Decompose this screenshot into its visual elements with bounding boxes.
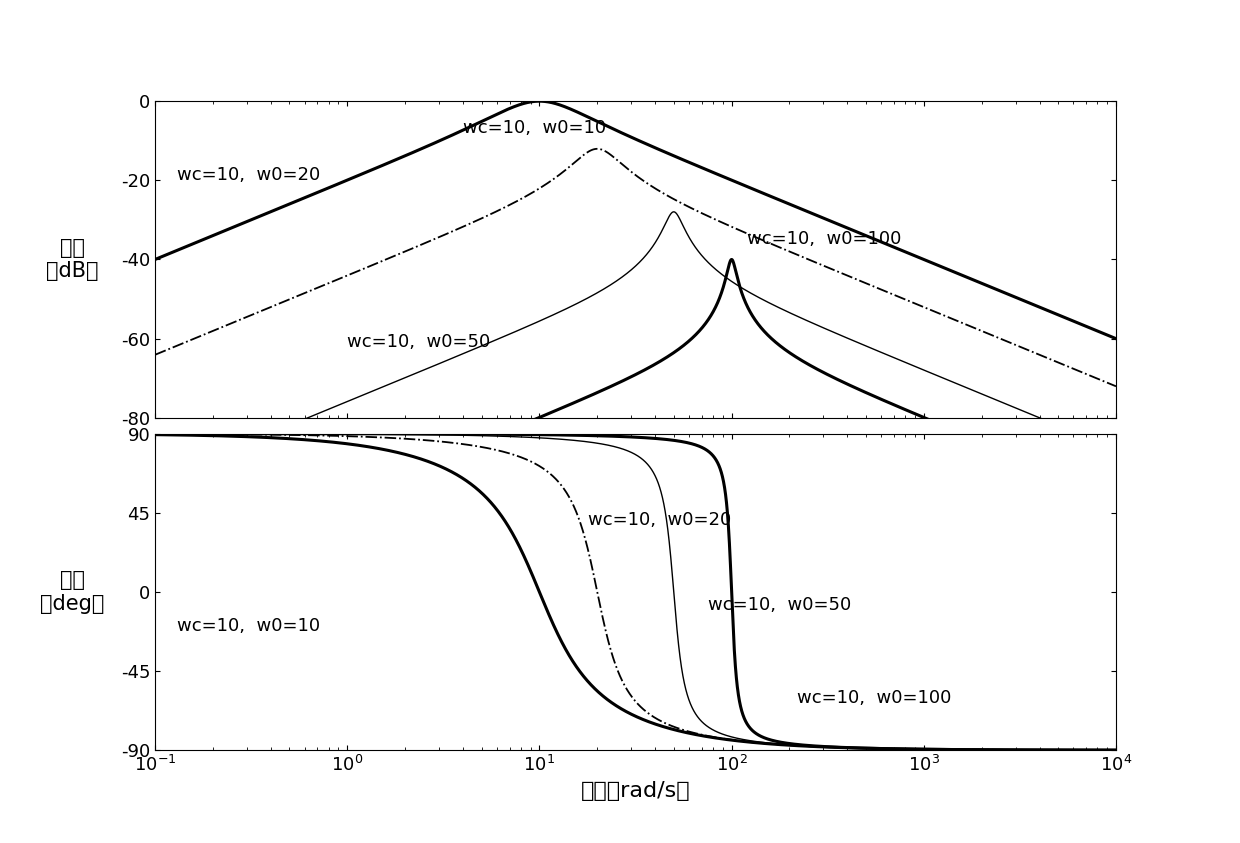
Text: wc=10,  w0=20: wc=10, w0=20 (177, 166, 320, 185)
X-axis label: 频率（rad/s）: 频率（rad/s） (580, 781, 691, 801)
Text: wc=10,  w0=10: wc=10, w0=10 (177, 616, 320, 635)
Y-axis label: 相位
（deg）: 相位 （deg） (40, 571, 104, 614)
Text: wc=10,  w0=100: wc=10, w0=100 (746, 229, 901, 248)
Y-axis label: 幅值
（dB）: 幅值 （dB） (46, 238, 98, 281)
Text: wc=10,  w0=50: wc=10, w0=50 (708, 595, 851, 614)
Text: wc=10,  w0=50: wc=10, w0=50 (347, 332, 491, 351)
Text: wc=10,  w0=100: wc=10, w0=100 (797, 689, 952, 706)
Text: wc=10,  w0=20: wc=10, w0=20 (589, 511, 732, 529)
Text: wc=10,  w0=10: wc=10, w0=10 (463, 119, 606, 137)
